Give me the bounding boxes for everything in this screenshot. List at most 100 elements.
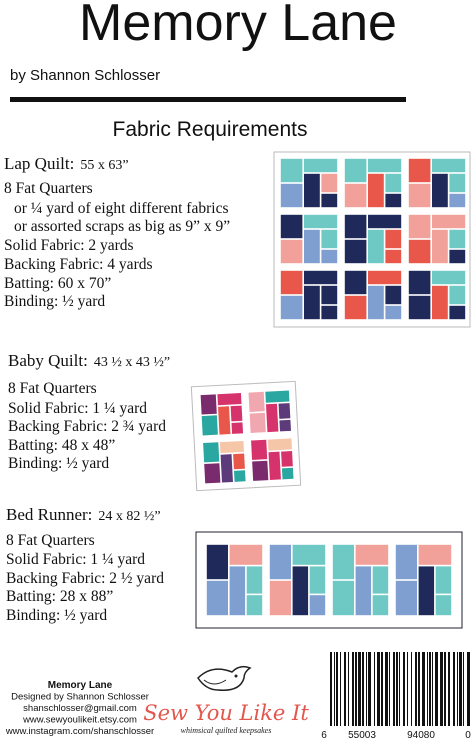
patch: [252, 460, 269, 481]
patch: [449, 249, 466, 264]
requirement-line: Solid Fabric: 1 ¼ yard: [6, 551, 145, 568]
bar: [334, 652, 335, 726]
bar: [381, 652, 383, 726]
bar: [448, 652, 450, 726]
patch: [217, 393, 242, 406]
bar: [330, 652, 332, 726]
patch: [408, 158, 431, 183]
bird: [197, 665, 252, 691]
requirements: Lap Quilt: 55 x 63” 8 Fat Quarters or ¼ yar…: [4, 154, 230, 624]
bar: [422, 652, 425, 726]
patch: [269, 544, 291, 580]
requirement-line: Batting: 28 x 88”: [6, 588, 113, 605]
patch: [248, 391, 265, 412]
patch: [246, 595, 263, 616]
patch: [385, 173, 402, 193]
bar: [444, 652, 446, 726]
patch: [418, 544, 452, 565]
patch: [280, 270, 303, 295]
requirement-line: 8 Fat Quarters: [6, 532, 95, 549]
patch: [432, 173, 448, 208]
divider: [10, 97, 406, 102]
logo-tagline: whimsical quilted keepsakes: [181, 726, 272, 735]
bar: [435, 652, 438, 726]
bar: [377, 652, 380, 726]
bar: [467, 652, 470, 726]
barcode-digits: 0: [465, 730, 471, 741]
patch: [230, 405, 243, 422]
patch: [385, 305, 402, 320]
patch: [372, 566, 389, 594]
requirement-line: Binding: ½ yard: [6, 607, 107, 624]
requirement-line: Solid Fabric: 2 yards: [4, 237, 134, 254]
section-heading: Bed Runner: 24 x 82 ½”: [6, 505, 161, 524]
patch: [368, 229, 384, 264]
patch: [321, 193, 338, 208]
patch: [304, 229, 320, 264]
section-title: Fabric Requirements: [113, 118, 308, 141]
bar: [415, 652, 417, 726]
patch: [372, 595, 389, 616]
bar: [355, 652, 357, 726]
patch: [200, 394, 217, 415]
patch: [304, 158, 338, 173]
patch: [280, 183, 303, 208]
footer-line: shanschlosser@gmail.com: [23, 703, 137, 714]
byline: by Shannon Schlosser: [10, 67, 160, 84]
patch: [304, 270, 338, 285]
patch: [231, 422, 244, 434]
requirement-line: Backing Fabric: 4 yards: [4, 256, 153, 273]
patch: [368, 158, 402, 173]
bar: [418, 652, 420, 726]
patch: [309, 566, 326, 594]
bar: [429, 652, 431, 726]
patch: [206, 544, 228, 580]
patch: [449, 305, 466, 320]
patch: [219, 440, 245, 454]
patch: [268, 451, 281, 481]
footer-line: www.instagram.com/shanschlosser: [5, 726, 154, 737]
patch: [309, 595, 326, 616]
requirement-line: or ¼ yard of eight different fabrics: [14, 200, 228, 217]
patch: [435, 595, 452, 616]
patch: [233, 453, 245, 470]
footer-line: Memory Lane: [48, 680, 113, 691]
patch: [435, 566, 452, 594]
bird-wing: [203, 679, 227, 685]
patch: [385, 229, 402, 249]
patch: [418, 566, 435, 616]
barcode-digits: 94080: [407, 730, 435, 741]
patch: [267, 438, 292, 451]
patch: [218, 406, 231, 435]
patch: [251, 439, 268, 460]
patch: [292, 566, 309, 616]
requirement-line: Backing Fabric: 2 ¾ yard: [8, 418, 166, 435]
patch: [269, 580, 291, 616]
patch: [206, 580, 228, 616]
patch: [304, 285, 320, 320]
patch: [408, 295, 431, 320]
bar: [459, 652, 462, 726]
patch: [368, 214, 402, 229]
patch: [304, 214, 338, 229]
barcode: 6 55003 94080 0: [321, 652, 471, 741]
section-name: Bed Runner:: [6, 505, 92, 524]
requirement-line: Backing Fabric: 2 ½ yard: [6, 570, 164, 587]
patch: [344, 295, 367, 320]
patch: [321, 285, 338, 305]
patch: [368, 285, 384, 320]
patch: [203, 442, 220, 463]
patch: [280, 214, 303, 239]
requirement-line: or assorted scraps as big as 9” x 9”: [14, 218, 230, 235]
bar: [358, 652, 361, 726]
bar: [366, 652, 367, 726]
patch: [281, 451, 293, 467]
patch: [280, 295, 303, 320]
bar: [362, 652, 364, 726]
patch: [321, 229, 338, 249]
requirement-line: 8 Fat Quarters: [8, 380, 97, 397]
bar: [427, 652, 428, 726]
patch: [265, 403, 279, 433]
requirement-line: 8 Fat Quarters: [4, 180, 93, 197]
bar: [336, 652, 338, 726]
